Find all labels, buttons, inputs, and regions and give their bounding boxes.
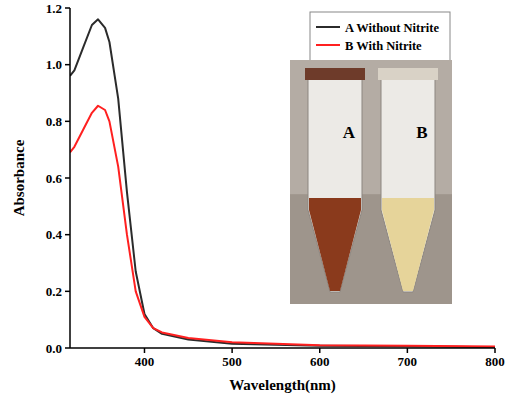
x-tick: [231, 348, 233, 353]
inset-photo: AB: [290, 60, 452, 304]
vial-rim: [305, 68, 365, 80]
y-tick-label: 0.4: [46, 227, 63, 242]
y-tick-label: 1.2: [46, 1, 62, 16]
vial-liquid: [382, 198, 434, 291]
y-tick: [65, 121, 70, 123]
x-tick-label: 600: [310, 354, 330, 369]
y-tick-label: 0.0: [46, 341, 62, 356]
vial-liquid: [309, 198, 361, 291]
chart: 400 500 600 700 800 0.0 0.2 0.4 0.6 0.8 1.0 1.2 Wave…: [0, 0, 505, 398]
vial-label: B: [416, 123, 427, 142]
x-tick: [494, 348, 496, 353]
x-axis-label: Wavelength(nm): [229, 377, 336, 394]
photo-background: [290, 60, 452, 304]
x-axis: [70, 347, 495, 349]
vial: [308, 72, 362, 292]
x-tick: [144, 348, 146, 353]
x-tick-label: 700: [398, 354, 418, 369]
legend-box: [310, 12, 450, 62]
y-tick-label: 1.0: [46, 57, 62, 72]
legend-label: A Without Nitrite: [345, 21, 439, 35]
y-tick: [65, 7, 70, 9]
y-tick: [65, 64, 70, 66]
legend-swatch: [316, 44, 340, 46]
vial-rim: [378, 68, 438, 80]
y-tick-label: 0.6: [46, 171, 63, 186]
y-tick: [65, 347, 70, 349]
x-tick: [407, 348, 409, 353]
x-tick-label: 800: [485, 354, 505, 369]
y-axis-label: Absorbance: [11, 139, 27, 216]
y-tick: [65, 291, 70, 293]
y-tick-label: 0.8: [46, 114, 63, 129]
series-line: [70, 19, 495, 347]
photo-shadow: [290, 194, 452, 304]
y-tick: [65, 177, 70, 179]
legend: A Without Nitrite B With Nitrite: [310, 12, 450, 62]
legend-label: B With Nitrite: [345, 39, 422, 53]
legend-swatch: [316, 26, 340, 28]
vial-label: A: [343, 123, 356, 142]
y-tick-label: 0.2: [46, 284, 62, 299]
x-tick: [319, 348, 321, 353]
vial: [381, 72, 435, 292]
x-tick-label: 400: [135, 354, 155, 369]
y-tick: [65, 234, 70, 236]
x-tick-label: 500: [222, 354, 242, 369]
series-group: [70, 19, 495, 347]
